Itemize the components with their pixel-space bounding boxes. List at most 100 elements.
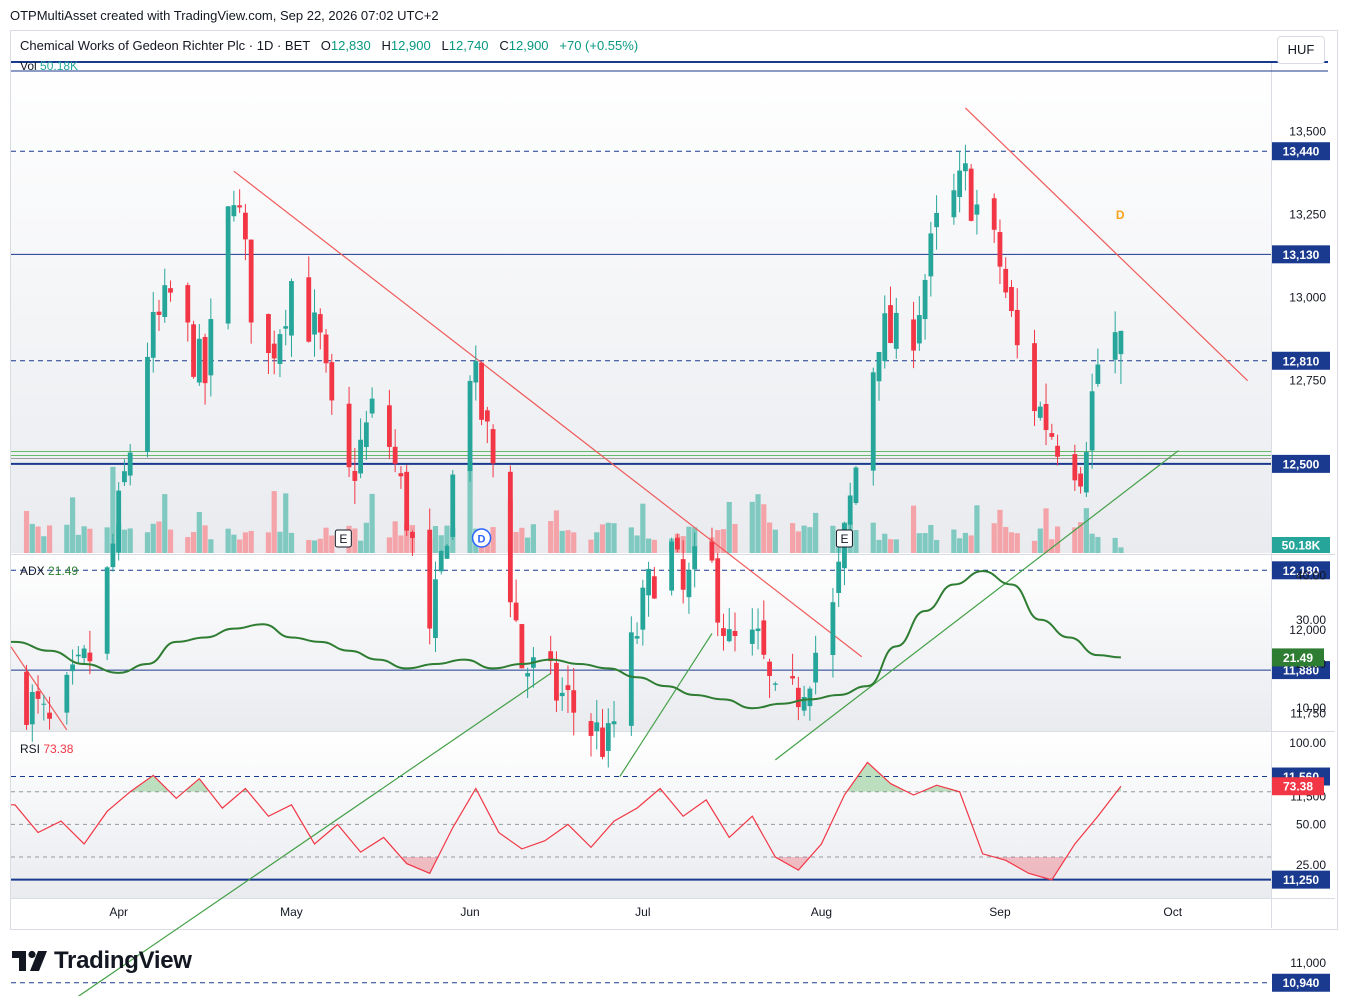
candle-body [957,170,963,198]
candle-body [110,543,116,568]
candle-body [605,723,611,751]
candle-body [611,721,617,725]
candle-body [398,473,404,477]
volume-bar [386,537,392,553]
volume-bar [311,540,318,553]
volume-bar [121,529,128,553]
candle-body [1014,309,1020,346]
candle-body [790,676,795,679]
chart-caption: OTPMultiAsset created with TradingView.c… [10,8,439,23]
candle-body [116,490,122,553]
tradingview-logo[interactable]: TradingView [12,947,192,975]
symbol-title: Chemical Works of Gedeon Richter Plc · 1… [20,38,310,53]
volume-bar [323,527,329,553]
volume-bar [1037,528,1043,553]
rsi-axis-tick: 100.00 [1289,736,1326,750]
candle-body [231,205,237,217]
volume-bar [438,535,444,553]
volume-bar [530,524,536,553]
volume-bar [156,521,162,553]
candle-body [888,305,893,344]
price-axis-tick: 13,000 [1289,291,1326,305]
volume-bar [225,528,231,553]
candle-body [554,662,559,701]
candle-body [490,429,496,464]
volume-bar [404,524,410,553]
volume-bar [369,493,375,553]
volume-bar [242,532,248,553]
candle-body [709,541,715,561]
volume-bar [265,532,272,553]
candle-body [64,674,70,713]
candle-body [162,285,168,317]
candle-body [271,343,277,359]
candle-body [507,471,513,603]
candle-body [997,232,1003,267]
dividend-marker-label: D [478,534,486,546]
volume-bar [1089,533,1095,553]
candle-body [35,691,41,699]
candle-body [81,648,87,659]
volume-bar [910,505,917,553]
volume-bar [237,539,243,553]
volume-bar [801,525,807,553]
candle-body [519,624,525,669]
volume-bar [41,536,47,553]
adx-pane-background [11,556,1271,731]
candle-body [951,190,957,218]
candle-body [749,629,755,644]
candle-body [346,403,352,468]
price-level-label-bg [1272,351,1330,370]
earnings-marker-label: E [339,532,347,546]
volume-bar [1003,526,1009,553]
rsi-value: 73.38 [43,742,74,756]
candle-body [963,163,968,172]
candle-body [1037,406,1043,418]
volume-bar [553,510,560,553]
volume-legend: Vol 50.18K [20,59,78,73]
volume-bar [75,534,81,553]
volume-bar [70,497,76,553]
price-level-label-bg [1272,870,1330,889]
open-value: 12,830 [330,38,371,53]
candle-body [847,495,853,525]
candle-body [870,372,876,471]
candle-body [813,652,819,683]
price-level-label: 10,940 [1283,976,1320,990]
candle-body [1089,391,1095,451]
candle-body [225,206,231,324]
candle-body [410,531,415,539]
dividend-marker-label: D [1116,208,1125,222]
candle-body [329,362,335,401]
price-axis-tick: 11,000 [1290,956,1326,970]
rsi-line [11,761,1122,881]
candle-body [243,212,248,240]
candle-body [352,470,358,481]
candle-body [680,559,686,590]
currency-button[interactable]: HUF [1277,36,1325,64]
volume-bar [1014,533,1020,553]
volume-bar [432,526,439,553]
candle-body [628,632,634,726]
volume-bar [306,539,312,553]
volume-bar [594,532,600,553]
volume-bar [749,501,755,553]
volume-value-label-bg [1272,537,1330,553]
candle-body [588,721,594,736]
candle-body [548,651,554,662]
resistance-trendline [10,646,68,731]
candle-body [317,314,323,333]
adx-legend: ADX 21.49 [20,564,78,578]
candle-body [156,311,162,315]
earnings-marker-label: E [840,532,848,546]
candle-body [433,579,438,639]
volume-bar [628,527,634,553]
volume-bar [190,532,197,553]
candle-body [29,692,35,725]
volume-bar [876,539,882,553]
volume-bar [317,538,323,553]
price-axis-tick: 11,750 [1290,706,1326,720]
candle-body [807,688,813,707]
candle-body [640,587,646,630]
